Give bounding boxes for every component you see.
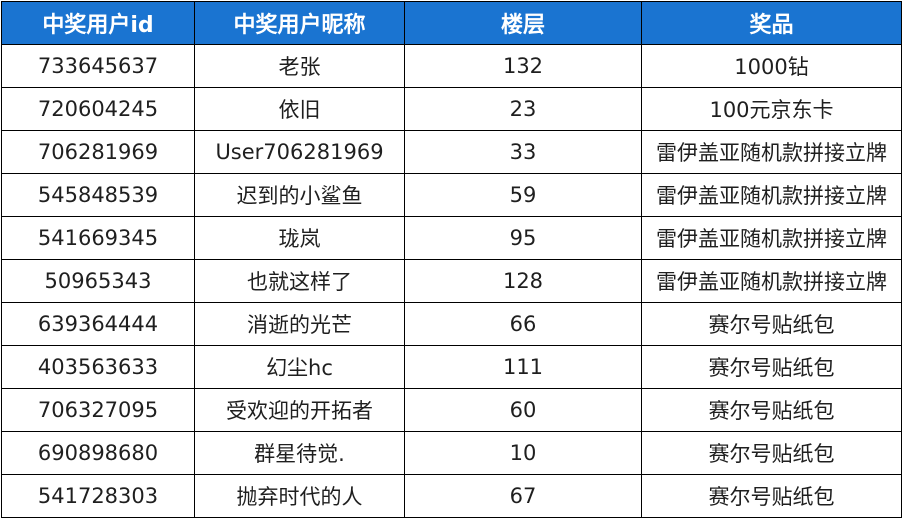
table-body: 733645637 老张 132 1000钻 720604245 依旧 23 100元京东卡 7…: [1, 44, 902, 518]
cell-nickname: 老张: [194, 44, 405, 88]
table-row: 545848539 迟到的小鲨鱼 59 雷伊盖亚随机款拼接立牌: [1, 173, 902, 217]
cell-floor: 67: [404, 474, 642, 518]
cell-floor: 59: [404, 173, 642, 217]
winners-table: 中奖用户id 中奖用户昵称 楼层 奖品 733645637 老张 132 1000钻 7…: [1, 1, 902, 518]
cell-nickname: 受欢迎的开拓者: [194, 388, 405, 432]
cell-nickname: 幻尘hc: [194, 345, 405, 389]
cell-prize: 赛尔号贴纸包: [641, 302, 902, 346]
cell-user-id: 545848539: [1, 173, 195, 217]
cell-nickname: 消逝的光芒: [194, 302, 405, 346]
header-floor: 楼层: [404, 1, 642, 45]
cell-user-id: 720604245: [1, 87, 195, 131]
table-row: 541669345 珑岚 95 雷伊盖亚随机款拼接立牌: [1, 216, 902, 260]
cell-user-id: 403563633: [1, 345, 195, 389]
cell-floor: 10: [404, 431, 642, 475]
cell-nickname: 依旧: [194, 87, 405, 131]
cell-prize: 赛尔号贴纸包: [641, 388, 902, 432]
cell-prize: 赛尔号贴纸包: [641, 345, 902, 389]
cell-user-id: 690898680: [1, 431, 195, 475]
cell-nickname: 珑岚: [194, 216, 405, 260]
table-row: 720604245 依旧 23 100元京东卡: [1, 87, 902, 131]
cell-floor: 132: [404, 44, 642, 88]
cell-nickname: 迟到的小鲨鱼: [194, 173, 405, 217]
cell-prize: 雷伊盖亚随机款拼接立牌: [641, 130, 902, 174]
table-row: 403563633 幻尘hc 111 赛尔号贴纸包: [1, 345, 902, 389]
header-user-id: 中奖用户id: [1, 1, 195, 45]
cell-prize: 雷伊盖亚随机款拼接立牌: [641, 259, 902, 303]
header-prize: 奖品: [641, 1, 902, 45]
table-row: 733645637 老张 132 1000钻: [1, 44, 902, 88]
cell-prize: 赛尔号贴纸包: [641, 474, 902, 518]
table-row: 706281969 User706281969 33 雷伊盖亚随机款拼接立牌: [1, 130, 902, 174]
cell-user-id: 541728303: [1, 474, 195, 518]
cell-user-id: 50965343: [1, 259, 195, 303]
cell-user-id: 541669345: [1, 216, 195, 260]
cell-user-id: 706281969: [1, 130, 195, 174]
cell-floor: 111: [404, 345, 642, 389]
cell-user-id: 733645637: [1, 44, 195, 88]
cell-nickname: 抛弃时代的人: [194, 474, 405, 518]
cell-prize: 赛尔号贴纸包: [641, 431, 902, 475]
cell-nickname: 也就这样了: [194, 259, 405, 303]
cell-floor: 23: [404, 87, 642, 131]
table-row: 706327095 受欢迎的开拓者 60 赛尔号贴纸包: [1, 388, 902, 432]
cell-floor: 66: [404, 302, 642, 346]
cell-prize: 雷伊盖亚随机款拼接立牌: [641, 173, 902, 217]
cell-prize: 100元京东卡: [641, 87, 902, 131]
cell-user-id: 639364444: [1, 302, 195, 346]
cell-nickname: User706281969: [194, 130, 405, 174]
cell-floor: 128: [404, 259, 642, 303]
cell-prize: 雷伊盖亚随机款拼接立牌: [641, 216, 902, 260]
table-row: 50965343 也就这样了 128 雷伊盖亚随机款拼接立牌: [1, 259, 902, 303]
cell-user-id: 706327095: [1, 388, 195, 432]
header-nickname: 中奖用户昵称: [194, 1, 405, 45]
header-row: 中奖用户id 中奖用户昵称 楼层 奖品: [1, 1, 902, 45]
table-header: 中奖用户id 中奖用户昵称 楼层 奖品: [1, 1, 902, 45]
cell-floor: 60: [404, 388, 642, 432]
cell-floor: 95: [404, 216, 642, 260]
cell-floor: 33: [404, 130, 642, 174]
table-row: 541728303 抛弃时代的人 67 赛尔号贴纸包: [1, 474, 902, 518]
table-row: 690898680 群星待觉. 10 赛尔号贴纸包: [1, 431, 902, 475]
cell-prize: 1000钻: [641, 44, 902, 88]
table-row: 639364444 消逝的光芒 66 赛尔号贴纸包: [1, 302, 902, 346]
cell-nickname: 群星待觉.: [194, 431, 405, 475]
